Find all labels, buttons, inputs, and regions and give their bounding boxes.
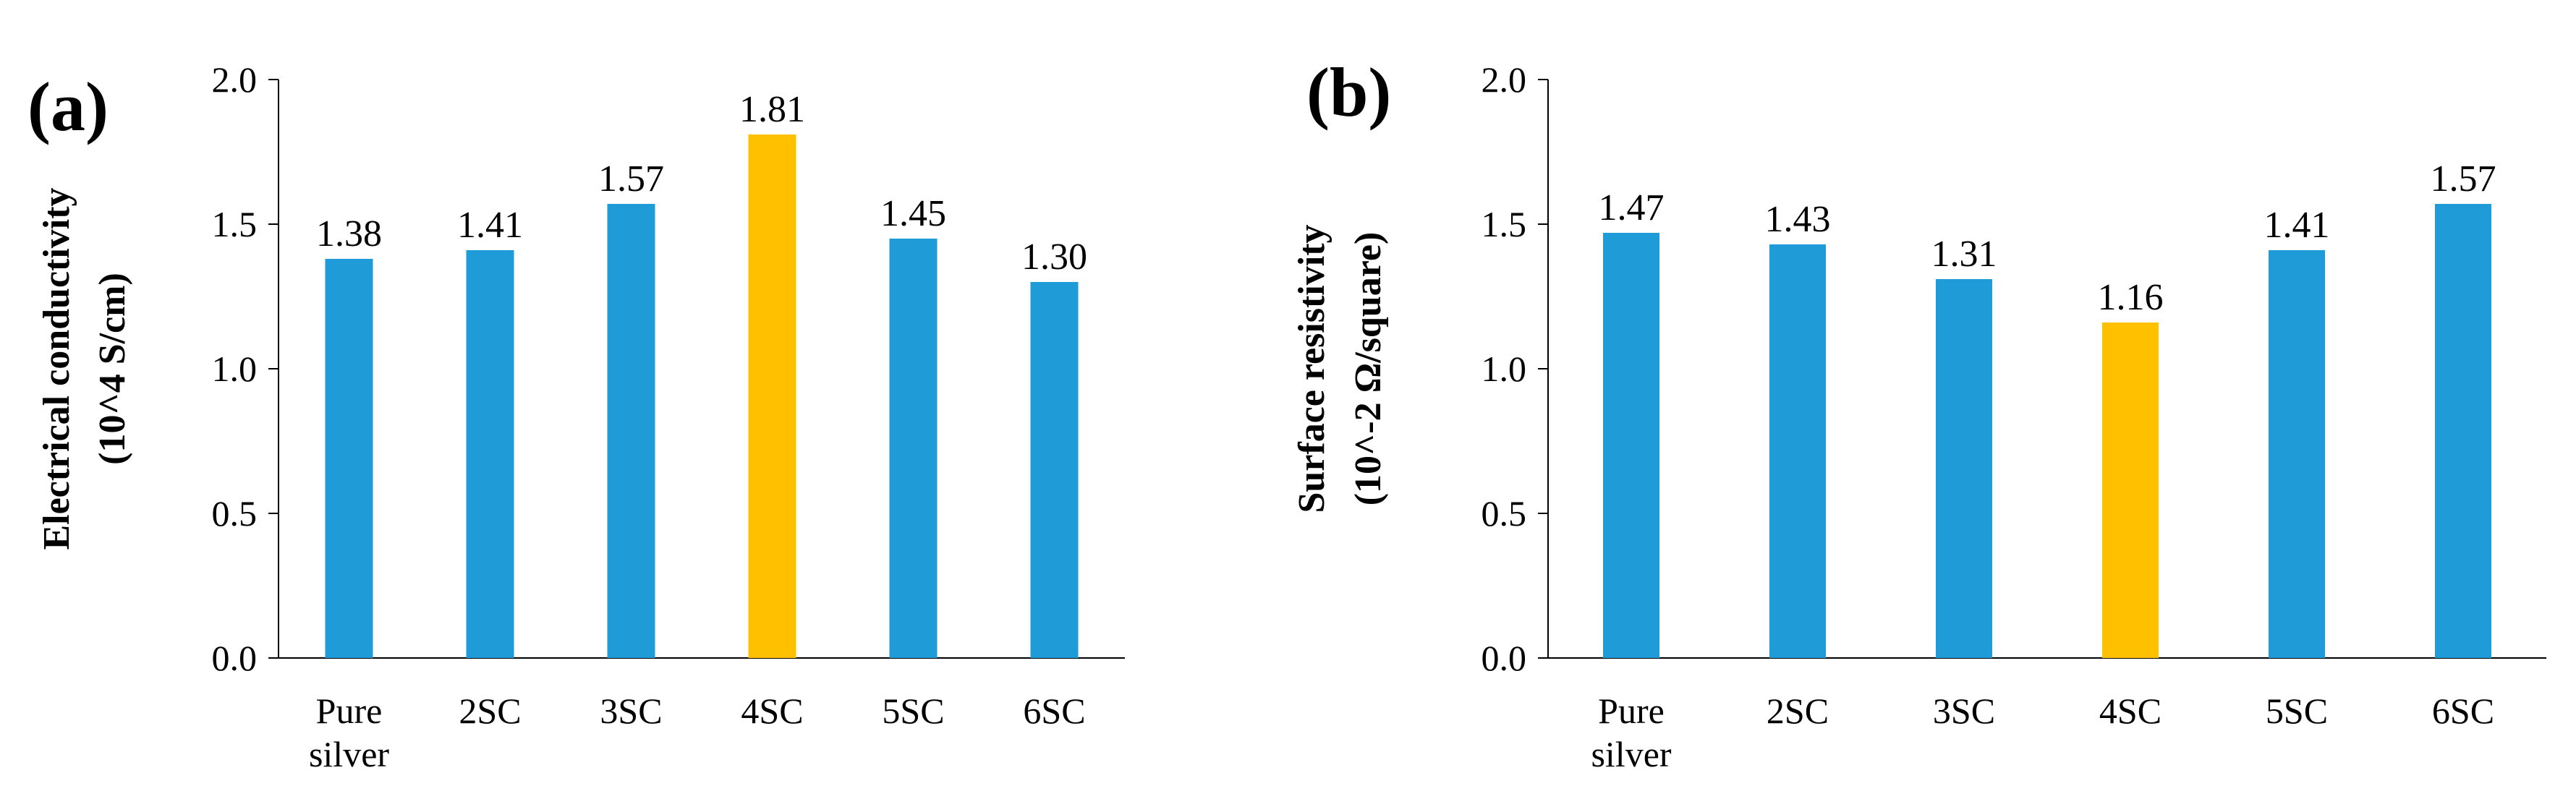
x-category-label: 6SC [1023,691,1085,731]
y-tick-label: 0.5 [212,493,258,534]
data-label: 1.30 [1021,236,1087,278]
panel-label: (b) [1306,54,1391,131]
y-tick-label: 1.5 [1482,204,1527,244]
y-axis-title-line-1: Surface resistivity [1291,224,1332,513]
x-category-label: 3SC [1933,691,1995,731]
x-category-label: Pure [1598,691,1665,731]
data-label: 1.43 [1765,199,1831,240]
data-label: 1.41 [2264,205,2330,246]
bar-4 [748,134,796,658]
data-label: 1.81 [739,89,805,130]
y-tick-label: 1.0 [1482,349,1527,389]
x-category-label: 5SC [882,691,944,731]
panel-label: (a) [27,68,109,145]
x-category-label: 2SC [1767,691,1829,731]
y-tick-label: 0.0 [1482,638,1527,678]
bar-2 [1769,244,1826,658]
x-category-label: 2SC [459,691,521,731]
bar-5 [889,239,938,658]
y-tick-label: 0.5 [1482,493,1527,534]
data-label: 1.41 [457,205,523,246]
data-label: 1.38 [316,213,382,255]
bar-1 [325,259,373,658]
data-label: 1.57 [2431,158,2496,200]
x-category-label: 4SC [741,691,803,731]
data-label: 1.31 [1931,234,1997,275]
bar-1 [1603,233,1659,658]
data-label: 1.16 [2098,277,2164,318]
bar-6 [2435,204,2491,658]
x-category-label: 4SC [2099,691,2161,731]
data-label: 1.47 [1599,187,1665,228]
y-tick-label: 2.0 [212,59,258,100]
x-category-label: 6SC [2432,691,2494,731]
x-category-label: 5SC [2266,691,2328,731]
y-axis-title-line-2: (10^-2 Ω/square) [1348,232,1389,506]
x-category-label: silver [309,734,389,774]
data-label: 1.57 [598,158,664,200]
x-category-label: silver [1591,734,1671,774]
bar-6 [1030,282,1079,658]
bar-3 [607,204,655,658]
y-axis-title-line-2: (10^4 S/cm) [92,273,133,465]
bar-3 [1936,279,1992,658]
y-tick-label: 1.0 [212,349,258,389]
data-label: 1.45 [880,193,946,234]
x-category-label: Pure [316,691,383,731]
y-tick-label: 0.0 [212,638,258,678]
y-tick-label: 2.0 [1482,59,1527,100]
bar-2 [466,250,514,658]
bar-4 [2102,322,2159,658]
x-category-label: 3SC [600,691,662,731]
bar-5 [2269,250,2325,658]
y-axis-title-line-1: Electrical conductivity [36,187,77,550]
y-tick-label: 1.5 [212,204,258,244]
